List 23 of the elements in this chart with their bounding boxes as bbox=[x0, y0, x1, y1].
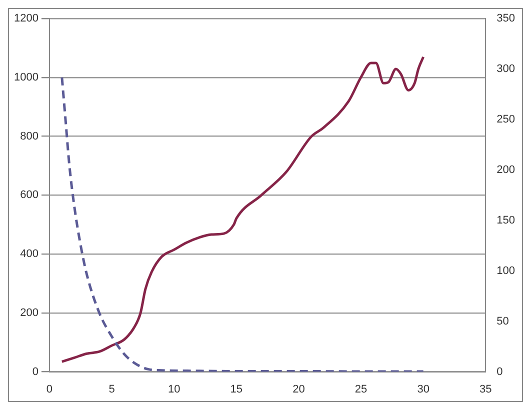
y-tick-label: 0 bbox=[32, 366, 38, 378]
y-tick-label: 1200 bbox=[14, 12, 38, 25]
y-tick-label: 600 bbox=[20, 189, 38, 202]
y2-tick-label: 250 bbox=[496, 114, 516, 126]
y2-tick-label: 50 bbox=[496, 315, 509, 328]
x-tick-label: 30 bbox=[417, 383, 430, 396]
y-tick-label: 400 bbox=[20, 248, 38, 260]
y-tick-label: 800 bbox=[20, 130, 38, 142]
x-tick-label: 10 bbox=[168, 383, 180, 396]
x-tick-label: 20 bbox=[292, 383, 305, 396]
x-tick-label: 5 bbox=[108, 383, 115, 396]
y2-tick-label: 200 bbox=[496, 164, 516, 176]
x-tick-label: 15 bbox=[230, 383, 243, 396]
y2-tick-label: 150 bbox=[496, 214, 516, 226]
x-tick-label: 25 bbox=[354, 383, 368, 396]
x-tick-label: 0 bbox=[46, 383, 53, 396]
y-tick-label: 200 bbox=[20, 306, 38, 319]
y-tick-label: 1000 bbox=[14, 72, 38, 84]
x-tick-label: 35 bbox=[480, 383, 492, 396]
y2-tick-label: 350 bbox=[496, 12, 516, 25]
y2-tick-label: 100 bbox=[496, 264, 516, 277]
y2-tick-label: 0 bbox=[496, 366, 503, 378]
y2-tick-label: 300 bbox=[496, 63, 516, 76]
